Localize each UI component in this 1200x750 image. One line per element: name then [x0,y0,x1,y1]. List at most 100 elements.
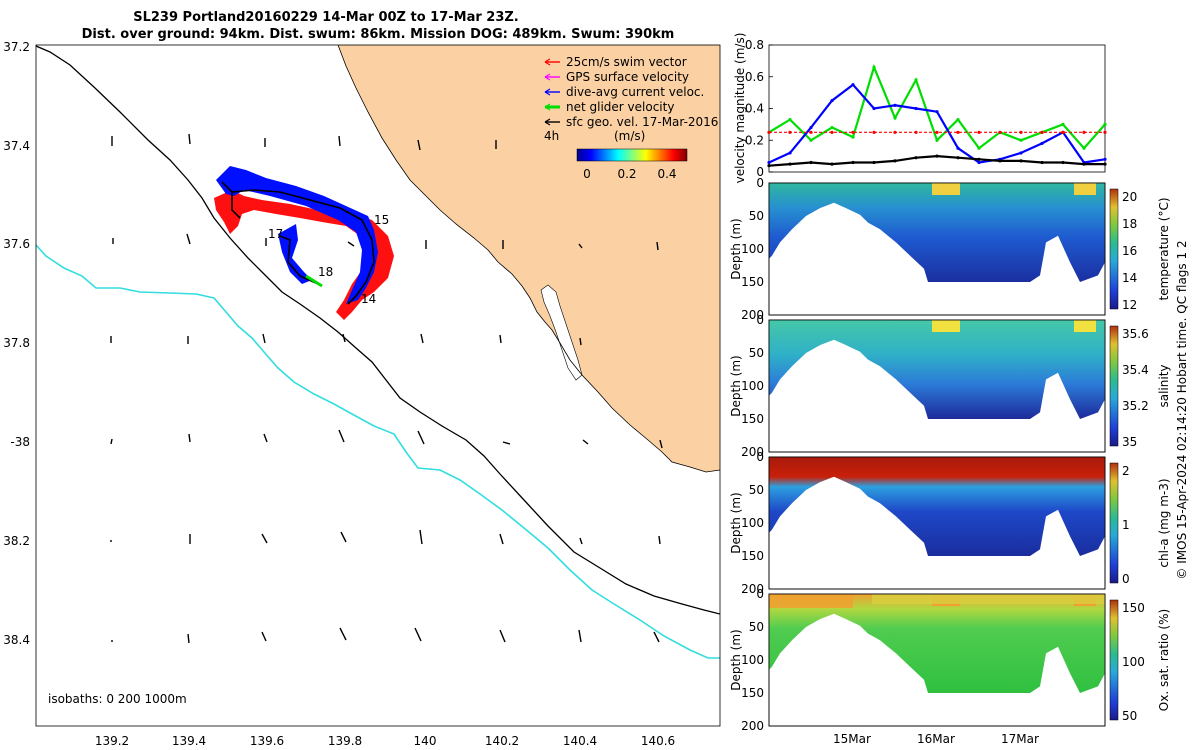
lon-tick: 139.2 [95,734,129,748]
depth-ylabel: Depth (m) [729,629,743,690]
velocity-point [1103,122,1107,126]
lon-tick: 140 [414,734,437,748]
velocity-point [809,125,813,130]
lon-tick: 139.4 [172,734,206,748]
depth-tick: 150 [741,549,764,563]
section-warm-band [769,594,853,608]
time-tick: 16Mar [917,732,955,746]
speed-colorbar [576,148,688,162]
velocity-point [1082,162,1086,166]
section-warm-patch [932,183,960,195]
velocity-point [1019,138,1023,142]
colorbar-tick: 14 [1122,271,1137,285]
section-border [768,182,1106,316]
legend-speed-unit: (m/s) [614,129,645,143]
velocity-point [914,78,918,82]
colorbar-tick: 18 [1122,217,1137,231]
velocity-point [935,110,939,114]
velocity-point [977,160,981,165]
velocity-point [1019,159,1023,163]
track-label-18: 18 [318,265,333,279]
imos-side-note: © IMOS 15-Apr-2024 02:14:20 Hobart time.… [1175,240,1189,579]
lat-axis: 37.2 37.4 37.6 37.8 -38 38.2 38.4 [3,40,30,647]
section-colorbar [1109,188,1119,310]
legend-item: GPS surface velocity [544,70,689,84]
depth-ylabel: Depth (m) [729,355,743,416]
colorbar-tick: 35.6 [1122,327,1149,341]
speed-tick: 0 [583,167,591,181]
legend-label: dive-avg current veloc. [566,85,704,99]
velocity-point [998,130,1002,134]
section-panel: 0 50 100 150 200 Depth (m) 50 100 150 Ox. sat. ra… [729,587,1171,733]
velocity-point [1061,160,1065,165]
isobath-200 [36,45,720,615]
depth-tick: 0 [756,313,764,327]
velocity-point [893,159,897,163]
section-warm-patch [1074,183,1096,195]
velocity-point [1103,130,1107,134]
lat-tick: 37.6 [3,237,30,251]
velocity-point [809,138,813,142]
lat-tick: 37.2 [3,40,30,54]
velocity-ytick: 0.4 [745,102,764,116]
section-panel: 0 50 100 150 200 Depth (m) 12 14 16 18 20 temperatu… [729,176,1171,322]
colorbar-tick: 0 [1122,572,1130,586]
colorbar-tick: 1 [1122,518,1130,532]
lon-axis: 139.2 139.4 139.6 139.8 140 140.2 140.4 … [95,734,675,748]
velocity-point [1061,122,1065,126]
lon-tick: 139.8 [328,734,362,748]
velocity-point [956,146,960,150]
time-axis: 15Mar 16Mar 17Mar [833,732,1039,746]
depth-tick: 150 [741,412,764,426]
net-glider-segment [305,274,323,288]
depth-tick: 50 [749,209,764,223]
velocity-point [893,130,897,134]
velocity-point [998,159,1002,163]
lat-tick: 38.4 [3,633,30,647]
velocity-point [1019,130,1023,134]
velocity-point [956,118,960,122]
legend-item: 25cm/s swim vector [544,55,687,69]
figure-title-line1: SL239 Portland20160229 14-Mar 00Z to 17-… [133,10,519,25]
colorbar-tick: 150 [1122,601,1145,615]
depth-tick: 200 [741,308,764,322]
velocity-point [956,156,960,160]
section-panel: 0 50 100 150 200 Depth (m) 0 1 2 chl-a (mg m-3) [729,450,1171,596]
velocity-point [935,130,939,134]
depth-tick: 100 [741,516,764,530]
velocity-point [851,135,855,139]
lon-tick: 140.4 [563,734,597,748]
colorbar-label: chl-a (mg m-3) [1157,478,1171,567]
velocity-point [788,130,792,134]
velocity-point [767,160,771,165]
legend-arrowhead [544,103,551,111]
depth-tick: 50 [749,346,764,360]
depth-tick: 50 [749,483,764,497]
velocity-point [1040,130,1044,134]
legend-arrowhead [544,88,551,96]
lat-tick: 37.4 [3,139,30,153]
lat-tick: 37.8 [3,336,30,350]
lon-tick: 140.6 [641,734,675,748]
time-tick: 15Mar [833,732,871,746]
depth-tick: 150 [741,275,764,289]
section-warm-patch [932,320,960,332]
legend-label: 25cm/s swim vector [566,55,687,69]
colorbar-tick: 35.2 [1122,399,1149,413]
colorbar-tick: 100 [1122,655,1145,669]
velocity-ylabel: velocity magnitude (m/s) [733,33,747,184]
velocity-point [1061,130,1065,134]
depth-tick: 50 [749,620,764,634]
speed-tick: 0.4 [657,167,676,181]
velocity-point [788,151,792,155]
velocity-point [1040,160,1044,165]
velocity-point [914,130,918,134]
velocity-panel: 0 0.2 0.4 0.6 0.8 velocity magnitude (m/s) [733,33,1107,184]
velocity-point [893,116,897,120]
colorbar-tick: 20 [1122,190,1137,204]
colorbar-label: temperature (°C) [1157,198,1171,301]
velocity-point [851,160,855,165]
section-panel: 0 50 100 150 200 Depth (m) 35 35.2 35.4 35.6 salin… [729,313,1171,459]
velocity-point [1103,157,1107,161]
